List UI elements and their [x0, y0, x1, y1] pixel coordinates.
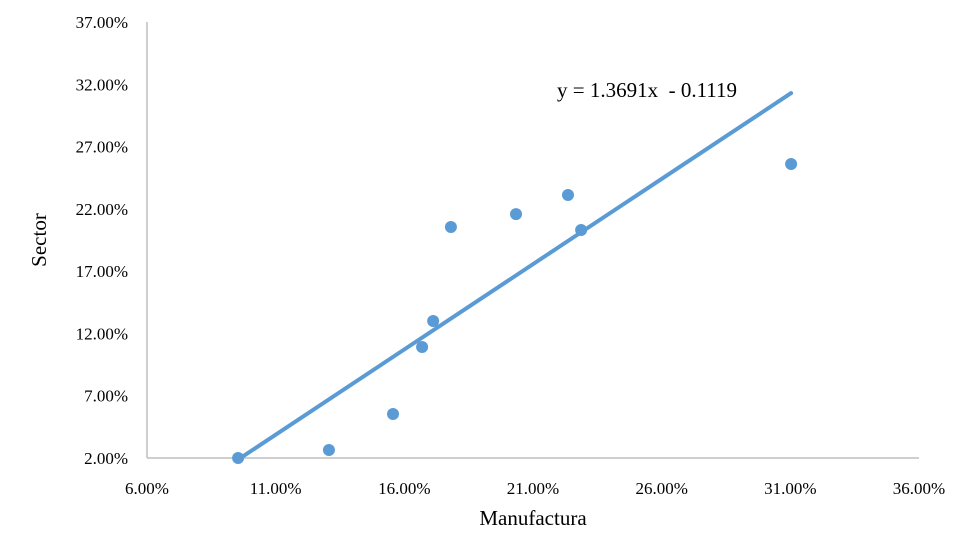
data-point-marker — [427, 314, 440, 327]
data-point-marker — [387, 408, 400, 421]
data-point-marker — [232, 452, 245, 464]
y-tick-label: 22.00% — [76, 200, 128, 219]
x-tick-label: 31.00% — [764, 479, 816, 498]
data-point-marker — [561, 189, 574, 202]
data-point-marker — [785, 158, 798, 171]
data-point-marker — [575, 224, 588, 237]
x-tick-label: 21.00% — [507, 479, 559, 498]
y-tick-label: 27.00% — [76, 138, 128, 157]
x-tick-label: 16.00% — [378, 479, 430, 498]
y-tick-label: 17.00% — [76, 262, 128, 281]
x-axis-tick-labels: 6.00% 11.00% 16.00% 21.00% 26.00% 31.00% 36.00… — [125, 479, 945, 498]
y-axis-tick-labels: 2.00% 7.00% 12.00% 17.00% 22.00% 27.00% 32.00%… — [76, 13, 128, 468]
x-tick-label: 26.00% — [635, 479, 687, 498]
x-tick-label: 36.00% — [893, 479, 945, 498]
data-point-marker — [510, 208, 523, 221]
linear-trendline — [236, 91, 794, 462]
y-tick-label: 37.00% — [76, 13, 128, 32]
trendline-equation: y = 1.3691x - 0.1119 — [557, 78, 737, 102]
data-point-marker — [416, 341, 429, 354]
y-tick-label: 2.00% — [84, 449, 128, 468]
data-point-marker — [322, 444, 335, 457]
x-axis-title: Manufactura — [479, 506, 587, 530]
y-tick-label: 12.00% — [76, 324, 128, 343]
x-tick-label: 11.00% — [250, 479, 302, 498]
y-axis-title: Sector — [27, 213, 51, 267]
y-tick-label: 32.00% — [76, 75, 128, 94]
x-tick-label: 6.00% — [125, 479, 169, 498]
data-point-marker — [444, 221, 457, 234]
y-tick-label: 7.00% — [84, 387, 128, 406]
data-points — [232, 158, 798, 464]
